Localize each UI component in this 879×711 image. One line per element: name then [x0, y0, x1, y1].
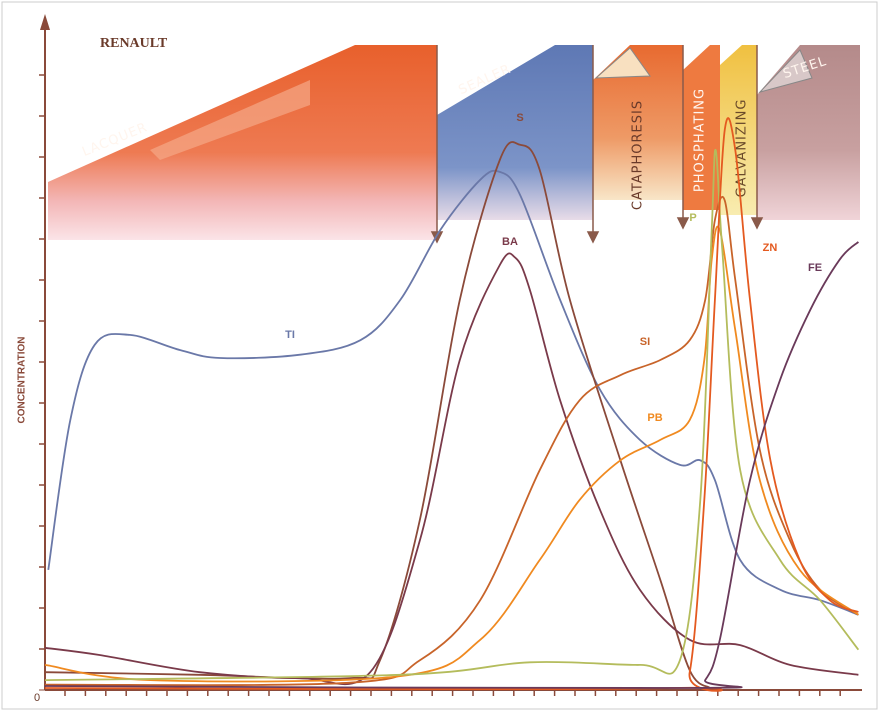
series-line	[44, 141, 711, 689]
cataphoresis-band	[593, 45, 683, 200]
steel-band	[757, 45, 860, 220]
phosphating-band	[683, 45, 720, 210]
series-line	[44, 195, 859, 687]
y-axis-arrow	[40, 14, 50, 30]
series-line	[47, 169, 859, 616]
series-label: P	[689, 212, 696, 224]
layer-arrows	[430, 45, 764, 244]
series-label: FE	[808, 262, 822, 274]
series-label: TI	[285, 329, 295, 341]
lacquer-band	[48, 45, 437, 240]
galvanizing-band	[720, 45, 757, 215]
series-label: SI	[640, 336, 650, 348]
layer-label: PHOSPHATING	[693, 88, 708, 192]
series-label: ZN	[763, 242, 778, 254]
series-line	[44, 225, 859, 683]
series-label: S	[516, 112, 523, 124]
y-axis-label: CONCENTRATION	[17, 336, 28, 423]
series-line	[44, 241, 860, 690]
sealer-band	[437, 45, 593, 220]
cata-curl	[594, 47, 651, 79]
layer-label: CATAPHORESIS	[631, 100, 646, 210]
series-label: PB	[647, 412, 662, 424]
lacquer-highlight	[150, 80, 310, 160]
chart-title: RENAULT	[100, 36, 168, 51]
y-tick-label: 0	[34, 692, 40, 704]
layer-label: GALVANIZING	[735, 99, 750, 198]
series-line	[44, 149, 860, 681]
steel-curl	[758, 49, 813, 93]
series-line	[44, 252, 859, 686]
series-label: BA	[502, 236, 518, 248]
